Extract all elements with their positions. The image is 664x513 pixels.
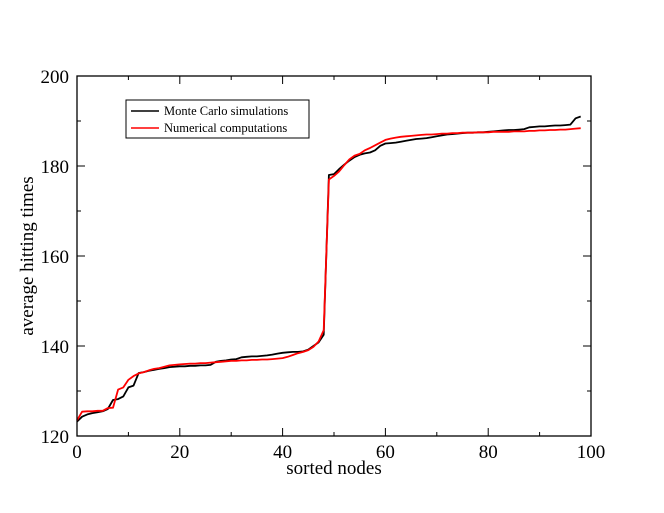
legend-box: [125, 99, 310, 139]
x-tick-label: 20: [170, 442, 189, 463]
x-axis-title: sorted nodes: [286, 458, 382, 479]
x-tick-label: 100: [577, 442, 606, 463]
y-tick-label: 200: [41, 67, 70, 88]
y-tick-label: 120: [41, 427, 70, 448]
y-tick-label: 140: [41, 337, 70, 358]
axis-ticks: [76, 75, 592, 437]
tick-labels: 0 20 40 60 80 100 120 140 160 180 200: [41, 67, 606, 463]
legend-label-numerical: Numerical computations: [164, 121, 287, 135]
y-axis-title: average hitting times: [17, 176, 38, 335]
y-tick-label: 180: [41, 157, 70, 178]
series-line-numerical: [76, 127, 581, 421]
x-tick-label: 80: [479, 442, 498, 463]
legend: Monte Carlo simulations Numerical comput…: [125, 99, 310, 139]
x-tick-label: 40: [273, 442, 292, 463]
y-tick-label: 160: [41, 247, 70, 268]
legend-label-monte-carlo: Monte Carlo simulations: [164, 104, 288, 118]
series-line-monte-carlo: [76, 115, 581, 423]
x-tick-label: 0: [72, 442, 82, 463]
x-tick-label: 60: [376, 442, 395, 463]
series-layer: [76, 115, 581, 423]
